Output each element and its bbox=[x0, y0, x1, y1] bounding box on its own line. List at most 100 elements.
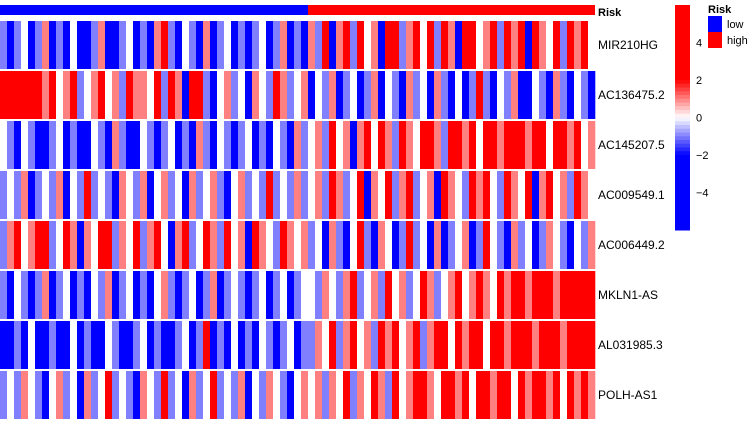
heatmap-cell bbox=[490, 371, 498, 419]
heatmap-cell bbox=[581, 171, 589, 219]
heatmap-cell bbox=[392, 21, 400, 69]
colorbar-segment bbox=[675, 140, 690, 145]
heatmap-cell bbox=[168, 221, 176, 269]
heatmap-cell bbox=[567, 271, 575, 319]
heatmap-cell bbox=[434, 221, 442, 269]
heatmap-cell bbox=[182, 321, 190, 369]
heatmap-cell bbox=[343, 371, 351, 419]
heatmap-cell bbox=[378, 121, 386, 169]
heatmap-cell bbox=[476, 121, 484, 169]
colorbar-tick: 0 bbox=[696, 113, 702, 125]
heatmap-cell bbox=[413, 321, 421, 369]
heatmap-cell bbox=[511, 21, 519, 69]
heatmap-cell bbox=[35, 271, 43, 319]
heatmap-cell bbox=[70, 271, 78, 319]
heatmap-cell bbox=[77, 71, 85, 119]
heatmap-cell bbox=[553, 21, 561, 69]
heatmap-cell bbox=[84, 71, 92, 119]
heatmap-cell bbox=[350, 71, 358, 119]
heatmap-cell bbox=[350, 271, 358, 319]
heatmap-cell bbox=[504, 221, 512, 269]
heatmap-cell bbox=[98, 271, 106, 319]
colorbar-segment bbox=[675, 162, 690, 167]
heatmap-cell bbox=[238, 221, 246, 269]
heatmap-cell bbox=[392, 171, 400, 219]
heatmap-cell bbox=[329, 371, 337, 419]
heatmap-cell bbox=[434, 71, 442, 119]
heatmap-cell bbox=[14, 221, 22, 269]
heatmap-cell bbox=[35, 21, 43, 69]
heatmap-cell bbox=[49, 271, 57, 319]
heatmap-cell bbox=[385, 171, 393, 219]
heatmap-cell bbox=[245, 371, 253, 419]
heatmap-cell bbox=[105, 21, 113, 69]
heatmap-cell bbox=[98, 71, 106, 119]
heatmap-cell bbox=[413, 71, 421, 119]
heatmap-cell bbox=[413, 21, 421, 69]
colorbar-segment bbox=[675, 46, 690, 51]
heatmap-cell bbox=[371, 371, 379, 419]
heatmap-cell bbox=[49, 371, 57, 419]
heatmap-cell bbox=[133, 321, 141, 369]
heatmap-cell bbox=[371, 71, 379, 119]
heatmap-cell bbox=[273, 271, 281, 319]
heatmap-cell bbox=[203, 321, 211, 369]
heatmap-cell bbox=[84, 171, 92, 219]
heatmap-cell bbox=[0, 71, 8, 119]
heatmap-cell bbox=[455, 171, 463, 219]
heatmap-cell bbox=[238, 21, 246, 69]
colorbar-segment bbox=[675, 53, 690, 58]
colorbar-segment bbox=[675, 128, 690, 133]
heatmap-cell bbox=[343, 71, 351, 119]
heatmap-cell bbox=[154, 121, 162, 169]
colorbar-segment bbox=[675, 121, 690, 126]
heatmap-cell bbox=[329, 71, 337, 119]
heatmap-cell bbox=[259, 221, 267, 269]
heatmap-cell bbox=[119, 171, 127, 219]
heatmap-cell bbox=[476, 21, 484, 69]
heatmap-cell bbox=[49, 171, 57, 219]
heatmap-cell bbox=[287, 71, 295, 119]
heatmap-cell bbox=[588, 21, 596, 69]
heatmap-cell bbox=[140, 71, 148, 119]
heatmap-cell bbox=[133, 221, 141, 269]
heatmap-cell bbox=[546, 71, 554, 119]
heatmap-cell bbox=[343, 121, 351, 169]
heatmap-cell bbox=[287, 21, 295, 69]
heatmap-cell bbox=[217, 71, 225, 119]
colorbar-segment bbox=[675, 27, 690, 32]
heatmap-cell bbox=[196, 221, 204, 269]
heatmap-cell bbox=[301, 21, 309, 69]
colorbar-segment bbox=[675, 98, 690, 103]
heatmap-cell bbox=[539, 71, 547, 119]
heatmap-cell bbox=[280, 21, 288, 69]
heatmap-cell bbox=[350, 21, 358, 69]
heatmap-cell bbox=[210, 371, 218, 419]
heatmap-cell bbox=[140, 221, 148, 269]
heatmap-cell bbox=[147, 221, 155, 269]
heatmap-cell bbox=[210, 221, 218, 269]
heatmap-cell bbox=[385, 321, 393, 369]
heatmap-cell bbox=[273, 21, 281, 69]
heatmap-cell bbox=[497, 71, 505, 119]
heatmap-cell bbox=[42, 271, 50, 319]
heatmap-cell bbox=[175, 221, 183, 269]
heatmap-cell bbox=[168, 121, 176, 169]
heatmap-cell bbox=[182, 171, 190, 219]
heatmap-cell bbox=[84, 271, 92, 319]
heatmap-cell bbox=[406, 321, 414, 369]
heatmap-cell bbox=[546, 121, 554, 169]
colorbar-segment bbox=[675, 68, 690, 73]
heatmap-cell bbox=[378, 171, 386, 219]
heatmap-cell bbox=[322, 321, 330, 369]
heatmap-cell bbox=[98, 221, 106, 269]
heatmap-cell bbox=[336, 371, 344, 419]
heatmap-cell bbox=[329, 121, 337, 169]
heatmap-cell bbox=[518, 271, 526, 319]
heatmap-cell bbox=[133, 171, 141, 219]
heatmap-cell bbox=[210, 21, 218, 69]
heatmap-cell bbox=[385, 71, 393, 119]
heatmap-cell bbox=[0, 221, 8, 269]
heatmap-cell bbox=[0, 171, 8, 219]
heatmap-cell bbox=[588, 121, 596, 169]
